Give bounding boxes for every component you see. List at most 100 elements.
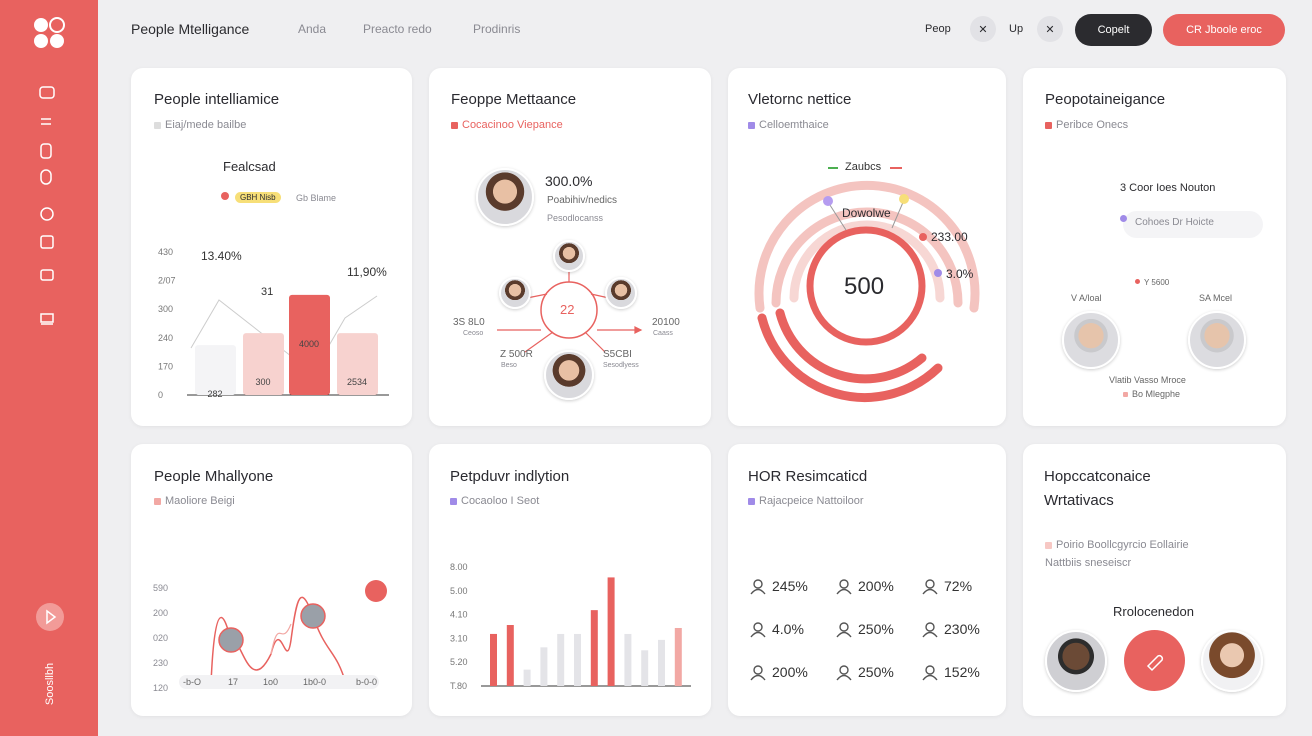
card-text: Poirio Boollcgyrcio Eollairie — [1056, 539, 1189, 551]
ring-label: Dowolwe — [842, 206, 891, 220]
section-heading: Rrolocenedon — [1113, 604, 1194, 619]
y-axis-label: 5.20 — [450, 657, 468, 667]
bar-label: 282 — [207, 389, 222, 399]
avatar — [1045, 630, 1107, 692]
stat-caption: Pesodlocanss — [547, 213, 604, 223]
card: Vletornc nettice Celloemthaice Zaubcs Do… — [728, 68, 1006, 426]
legend-item: Zaubcs — [845, 161, 882, 173]
bar — [243, 333, 284, 395]
sidebar: Soosllbh — [0, 0, 98, 736]
nav-tab[interactable]: Preacto redo — [363, 22, 432, 36]
y-axis-label: 300 — [158, 304, 173, 314]
card-title: Feoppe Mettaance — [451, 91, 577, 108]
stat-icon — [922, 665, 938, 681]
stat-icon — [836, 579, 852, 595]
y-axis-label: 170 — [158, 361, 173, 371]
x-axis-label: 1o0 — [263, 677, 279, 687]
card-title: Hopccatconaice — [1044, 468, 1151, 485]
card-title: Peopotaineigance — [1045, 91, 1166, 108]
y-axis-label: 020 — [153, 633, 169, 643]
card-title: People Mhallyone — [154, 468, 274, 485]
line-chart — [179, 580, 387, 689]
y-axis-label: 590 — [153, 583, 169, 593]
card-title: Vletornc nettice — [748, 91, 852, 108]
stat-caption: Poabihiv/nedics — [547, 195, 618, 206]
bar — [523, 669, 531, 686]
stat: 200% — [836, 578, 894, 595]
search-field[interactable]: Cohoes Dr Hoicte — [1135, 217, 1214, 228]
close-button[interactable]: ✕ — [1037, 16, 1063, 42]
stat-value: 250% — [858, 664, 894, 680]
card: People intelliamice Eiaj/mede bailbe Fea… — [131, 68, 412, 426]
app-title: People Mtelligance — [131, 21, 250, 37]
chart-heading: Fealcsad — [223, 159, 276, 174]
stat-value: 230% — [944, 621, 980, 637]
primary-button[interactable]: Copelt — [1075, 14, 1152, 46]
y-axis-label: 430 — [158, 247, 173, 257]
bar — [624, 633, 632, 686]
stat: 230% — [922, 621, 980, 638]
stat: 250% — [836, 664, 894, 681]
action-button[interactable] — [1124, 630, 1185, 691]
card-text: Nattbiis sneseiscr — [1045, 557, 1132, 569]
stat: 250% — [836, 621, 894, 638]
close-button[interactable]: ✕ — [970, 16, 996, 42]
sidebar-icons[interactable] — [38, 84, 58, 344]
card: Peopotaineigance Peribce Onecs 3 Coor Io… — [1023, 68, 1286, 426]
bar — [557, 633, 565, 686]
avatar — [499, 277, 531, 309]
stat: 152% — [922, 664, 980, 681]
bar — [337, 333, 378, 395]
y-axis-label: 2/07 — [158, 276, 176, 286]
x-axis-label: 17 — [228, 677, 239, 687]
stat: 72% — [922, 578, 972, 595]
bar — [607, 577, 615, 686]
tag: Y 5600 — [1144, 278, 1170, 287]
ring-stat: 3.0% — [946, 267, 974, 281]
card-title: People intelliamice — [154, 91, 280, 108]
stat-value: 250% — [858, 621, 894, 637]
y-axis-label: 120 — [153, 683, 169, 693]
nav-tab[interactable]: Prodinris — [473, 22, 521, 36]
card-title: Wrtativacs — [1044, 492, 1114, 509]
card-subtitle: Celloemthaice — [759, 119, 829, 131]
bar — [574, 633, 581, 686]
sidebar-label: Soosllbh — [44, 662, 56, 706]
card-title: Petpduvr indlytion — [450, 468, 570, 485]
annotation: 13.40% — [201, 249, 242, 263]
node-caption: Sesodlyess — [603, 362, 639, 369]
stat-icon — [750, 622, 766, 638]
stat: 200% — [750, 664, 808, 681]
annotation: 11,90% — [347, 265, 387, 279]
card-subtitle: Rajacpeice Nattoiloor — [759, 495, 864, 507]
stat: 245% — [750, 578, 808, 595]
node-caption: Caass — [653, 330, 673, 337]
bar — [506, 625, 514, 686]
avatar — [605, 277, 637, 309]
bar — [289, 294, 330, 395]
node-value: S5CBI — [603, 349, 632, 360]
y-axis-label: 200 — [153, 608, 169, 618]
ring-chart — [754, 167, 980, 402]
card-title: HOR Resimcaticd — [748, 468, 868, 485]
bar — [540, 647, 548, 686]
y-axis-label: 3.10 — [450, 633, 468, 643]
x-axis-label: -b-O — [183, 677, 201, 687]
card: Hopccatconaice Wrtativacs Poirio Boollcg… — [1023, 444, 1286, 716]
play-button[interactable] — [36, 603, 64, 631]
accent-button[interactable]: CR Jboole eroc — [1163, 14, 1285, 46]
user-label: Peop — [925, 23, 951, 35]
footer-text: Bo Mlegphe — [1132, 389, 1181, 399]
card: Feoppe Mettaance Cocacinoo Viepance 300.… — [429, 68, 711, 426]
ring-stat: 233.00 — [931, 230, 968, 244]
nav-tab[interactable]: Anda — [298, 22, 327, 36]
bar-chart: 430 2/07 300 240 170 0 282 300 4000 2534 13.40% 31 1… — [158, 247, 389, 400]
card: Petpduvr indlytion Cocaoloo I Seot 8.00 5… — [429, 444, 711, 716]
logo — [34, 17, 65, 48]
stat-icon — [750, 665, 766, 681]
stat-icon — [836, 622, 852, 638]
card-subtitle: Cocacinoo Viepance — [462, 119, 563, 131]
avatar — [544, 350, 594, 400]
legend-item: Gb Blame — [296, 193, 337, 203]
card-subtitle: Cocaoloo I Seot — [461, 495, 540, 507]
